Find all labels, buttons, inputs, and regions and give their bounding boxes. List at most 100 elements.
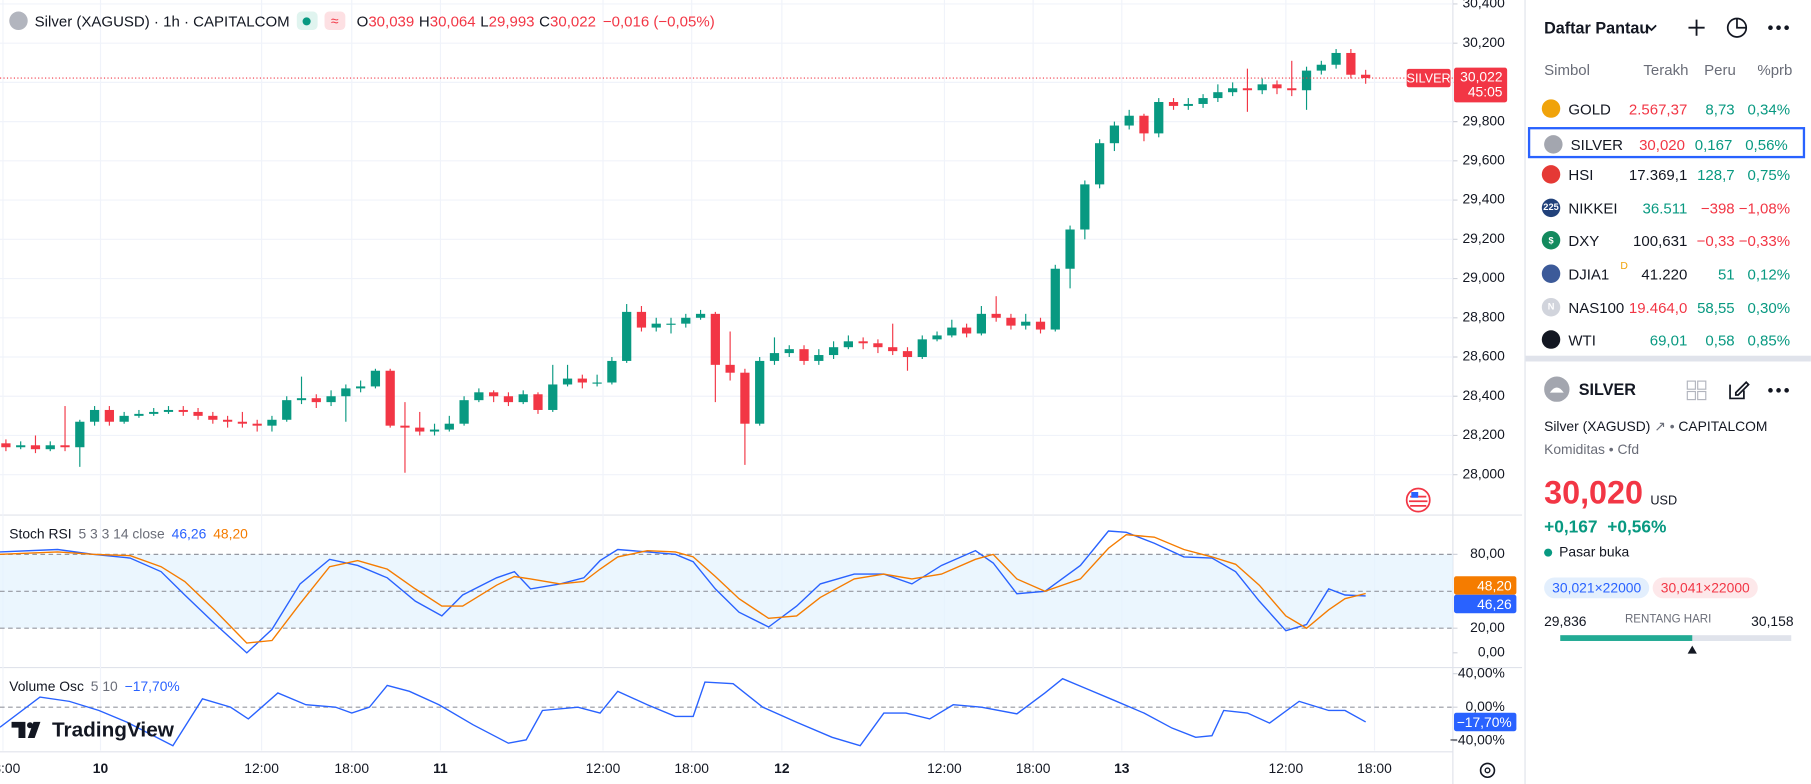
- row-symbol: GOLD: [1568, 100, 1611, 118]
- watchlist-row[interactable]: GOLD 2.567,37 8,73 0,34%: [1528, 94, 1805, 125]
- watchlist-row[interactable]: DJIA1 D 41.220 51 0,12%: [1528, 259, 1805, 290]
- candle-body: [429, 429, 440, 432]
- candle-body: [444, 423, 454, 430]
- row-last: 30,020: [1639, 135, 1685, 154]
- candle-body: [562, 378, 573, 385]
- y-tick-label: 80,00: [1470, 545, 1505, 561]
- y-tick-label: 28,200: [1462, 426, 1505, 442]
- candle-body: [208, 415, 218, 420]
- candle-body: [252, 423, 262, 426]
- range-high: 30,158: [1751, 613, 1794, 630]
- row-icon: [1541, 264, 1561, 283]
- watchlist-row[interactable]: HSI 17.369,1 128,7 0,75%: [1528, 160, 1805, 191]
- row-pct: −1,08%: [1738, 199, 1791, 217]
- ohlc-value: 30,064: [429, 12, 476, 30]
- layout-icon[interactable]: [1685, 379, 1708, 402]
- candle-body: [1006, 317, 1016, 326]
- candle-body: [370, 370, 381, 387]
- detail-kind: Cfd: [1617, 441, 1640, 458]
- chart-title: Silver (XAGUSD) · 1h · CAPITALCOM: [34, 12, 290, 30]
- more-icon[interactable]: [1766, 379, 1791, 402]
- row-pct: 0,34%: [1747, 100, 1791, 118]
- row-pct: 0,85%: [1747, 331, 1791, 349]
- column-header: Simbol: [1544, 61, 1591, 79]
- ohlc-key: H: [418, 12, 430, 30]
- candle-body: [400, 425, 410, 428]
- link-icon[interactable]: ↗ •: [1654, 418, 1675, 435]
- y-tick-label: 28,000: [1462, 465, 1505, 481]
- row-symbol: WTI: [1568, 331, 1596, 349]
- candle-body: [30, 445, 41, 450]
- x-tick-label: 18:00: [0, 760, 21, 776]
- row-last: 2.567,37: [1628, 100, 1688, 118]
- row-change: 0,58: [1705, 331, 1735, 349]
- ohlc-key: L: [480, 12, 489, 30]
- watchlist-row[interactable]: $ DXY 100,631 −0,33 −0,33%: [1528, 226, 1805, 257]
- row-pct: 0,12%: [1747, 265, 1791, 283]
- last-price-tag: [1454, 67, 1508, 103]
- column-header: Terakh: [1643, 61, 1689, 79]
- chart-icon[interactable]: [1724, 15, 1749, 40]
- settings-icon[interactable]: [1479, 762, 1496, 779]
- y-tick-label: 20,00: [1470, 619, 1505, 635]
- row-last: 36.511: [1642, 199, 1688, 217]
- candle-body: [1198, 98, 1208, 104]
- candle-body: [222, 419, 233, 422]
- candle-body: [1346, 52, 1356, 75]
- row-symbol: SILVER: [1570, 135, 1623, 154]
- countdown-label: 45:05: [1468, 84, 1503, 100]
- edit-icon[interactable]: [1725, 378, 1750, 403]
- ohlc-value: 30,039: [368, 12, 415, 30]
- y-tick-label: 28,400: [1462, 387, 1505, 403]
- last-price-label: 30,022: [1460, 69, 1502, 85]
- x-tick-label: 18:00: [1357, 760, 1392, 776]
- candle-body: [548, 384, 558, 410]
- detail-currency: USD: [1650, 494, 1678, 509]
- market-open-badge[interactable]: [296, 11, 318, 31]
- candle-body: [1035, 321, 1046, 330]
- y-tick-label: −40,00%: [1450, 731, 1505, 747]
- candle-body: [858, 341, 868, 344]
- range-low: 29,836: [1544, 613, 1587, 630]
- detail-symbol: SILVER: [1578, 379, 1636, 399]
- watchlist-title[interactable]: Daftar Pantau: [1544, 18, 1650, 37]
- compare-badge[interactable]: ≈: [324, 11, 346, 31]
- more-icon[interactable]: [1766, 16, 1791, 39]
- logo: TradingView: [11, 719, 175, 742]
- candle-body: [193, 411, 203, 416]
- watchlist-row[interactable]: N NAS100 19.464,0 58,55 0,30%: [1528, 292, 1805, 323]
- value-tag: [1454, 576, 1517, 595]
- row-symbol: DXY: [1568, 232, 1600, 250]
- detail-name: Silver (XAGUSD): [1544, 418, 1651, 435]
- y-tick-label: 0,00: [1478, 643, 1505, 659]
- candle-body: [134, 413, 144, 416]
- watchlist-row[interactable]: WTI 69,01 0,58 0,85%: [1528, 325, 1805, 356]
- row-icon: [1541, 99, 1561, 118]
- candle-body: [622, 311, 632, 361]
- candle-body: [45, 445, 55, 450]
- column-header: Peru: [1704, 61, 1736, 79]
- detail-price: 30,020: [1544, 474, 1644, 511]
- row-change: 58,55: [1697, 298, 1735, 316]
- flag-icon: [1405, 487, 1431, 513]
- add-icon[interactable]: [1685, 16, 1708, 39]
- range-fill: [1560, 635, 1693, 641]
- candle-body: [1080, 184, 1090, 230]
- candle-body: [769, 353, 780, 361]
- row-change: 128,7: [1697, 166, 1735, 184]
- candle-body: [356, 386, 366, 389]
- ask-pill: 30,041×22000: [1652, 577, 1758, 599]
- watchlist-row[interactable]: SILVER 30,020 0,167 0,56%: [1527, 126, 1806, 158]
- watchlist-row[interactable]: 225 NIKKEI 36.511 −398 −1,08%: [1528, 193, 1805, 224]
- row-change: 8,73: [1705, 100, 1735, 118]
- candle-body: [902, 351, 913, 358]
- x-tick-label: 12:00: [1269, 760, 1304, 776]
- indicator-value: 46,26: [172, 525, 207, 541]
- range-marker: [1687, 645, 1697, 654]
- row-last: 17.369,1: [1628, 166, 1688, 184]
- row-icon: $: [1541, 231, 1561, 250]
- y-tick-label: 30,400: [1462, 0, 1505, 11]
- candle-body: [1154, 102, 1164, 134]
- x-tick-label: 10: [93, 760, 109, 776]
